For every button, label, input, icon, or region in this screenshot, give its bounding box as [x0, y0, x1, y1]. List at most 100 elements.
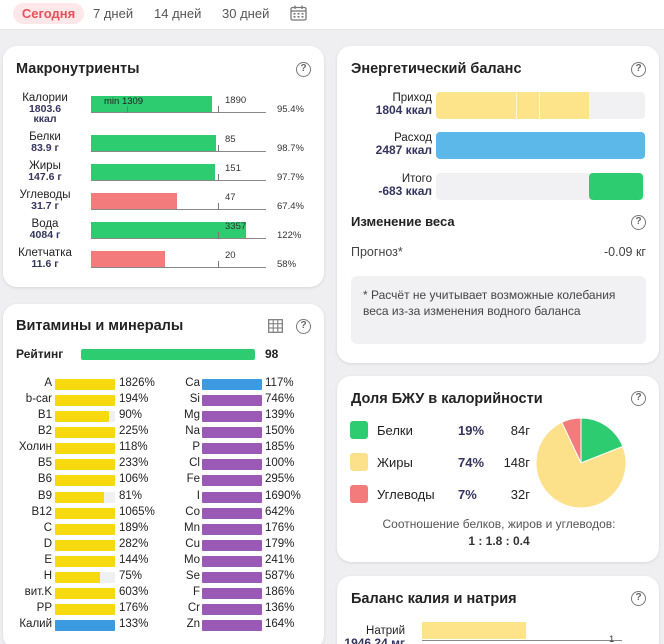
macro-percent: 95.4% [277, 104, 304, 115]
vitamin-bar [202, 411, 262, 423]
table-icon[interactable] [268, 319, 283, 333]
vitamin-name: Si [189, 393, 200, 406]
vitamin-name: B5 [37, 457, 52, 470]
rating-bar [81, 349, 255, 360]
energy-title: Энергетический баланс [351, 61, 522, 77]
help-icon[interactable]: ? [631, 591, 646, 606]
vitamin-bar [55, 395, 115, 407]
vitamin-bar [202, 443, 262, 455]
help-icon[interactable]: ? [296, 62, 311, 77]
help-icon[interactable]: ? [296, 319, 311, 334]
vitamin-percent: 90% [119, 409, 143, 422]
vitamin-bar [55, 555, 115, 567]
macro-axis [91, 151, 266, 152]
macro-axis [91, 180, 266, 181]
macro-value: 4084 г [29, 229, 61, 241]
macro-name-block: Вода 4084 г [9, 218, 81, 241]
vitamin-bar [202, 555, 262, 567]
vitamin-percent: 118% [119, 441, 148, 454]
weight-change-title: Изменение веса [351, 214, 455, 229]
legend-percent: 74% [458, 455, 485, 470]
vitamin-percent: 225% [119, 425, 149, 438]
tab-7-days[interactable]: 7 дней [93, 6, 134, 21]
expense-bar [436, 132, 645, 159]
macro-value: 11.6 г [31, 258, 59, 270]
vitamin-percent: 117% [265, 377, 294, 389]
vitamin-percent: 75% [119, 569, 143, 582]
vitamin-percent: 186% [265, 586, 295, 599]
help-icon[interactable]: ? [631, 391, 646, 406]
vitamin-name: Fe [186, 473, 200, 486]
tab-30-days[interactable]: 30 дней [222, 6, 270, 21]
calendar-icon[interactable] [290, 5, 307, 21]
help-icon[interactable]: ? [631, 215, 646, 230]
vitamins-card: Витамины и минералы ? Рейтинг 98 A 1826% b… [3, 304, 324, 644]
macro-bar [91, 251, 165, 268]
macro-value: 147.6 г [28, 171, 62, 183]
macro-name-block: Клетчатка 11.6 г [9, 247, 81, 270]
pie-slice [561, 417, 582, 464]
potassium-sodium-card: Баланс калия и натрия ? [337, 576, 659, 644]
vitamin-name: Mn [184, 521, 200, 534]
vitamin-name: Co [185, 505, 200, 518]
vitamin-percent: 164% [265, 618, 295, 631]
vitamin-percent: 1826% [119, 377, 155, 389]
vitamin-bar [55, 620, 115, 632]
total-bar [588, 173, 643, 200]
macro-name-block: Калории 1803.6 ккал [9, 92, 81, 124]
legend-swatch [350, 453, 368, 471]
macro-target: 85 [225, 134, 236, 145]
vitamin-name: B1 [37, 409, 52, 422]
legend-grams: 32г [510, 487, 530, 502]
macro-bar [91, 96, 213, 113]
vitamin-percent: 1065% [119, 505, 155, 518]
vitamin-bar [55, 427, 115, 439]
vitamin-name: F [192, 586, 200, 599]
vitamin-bar [202, 620, 262, 632]
macro-min-label: min 1309 [104, 96, 144, 107]
tab-14-days[interactable]: 14 дней [154, 6, 202, 21]
vitamin-bar [55, 507, 115, 519]
expense-label: Расход 2487 ккал [375, 132, 432, 157]
help-icon[interactable]: ? [631, 62, 646, 77]
macro-min-tick [127, 106, 128, 113]
vitamin-name: D [43, 537, 52, 550]
vitamin-bar [55, 443, 115, 455]
forecast-label: Прогноз* [351, 245, 403, 259]
macro-axis [91, 112, 266, 113]
vitamin-percent: 81% [119, 489, 143, 502]
vitamin-name: Mg [184, 409, 200, 422]
tab-today[interactable]: Сегодня [13, 3, 84, 24]
macro-percent: 67.4% [277, 201, 304, 212]
vitamin-name: E [44, 553, 52, 566]
vitamin-bar [55, 539, 115, 551]
vitamin-name: PP [36, 602, 52, 615]
macro-bar [91, 164, 216, 181]
legend-percent: 7% [458, 487, 477, 502]
macro-target-tick [218, 145, 219, 152]
vitamin-name: B2 [37, 425, 52, 438]
vitamin-bar [202, 491, 262, 503]
vitamin-name: Mo [184, 553, 200, 566]
macro-name-block: Белки 83.9 г [9, 131, 81, 153]
vitamin-bar [202, 604, 262, 616]
vitamin-percent: 189% [119, 521, 149, 534]
weight-note: * Расчёт не учитывает возможные колебани… [351, 276, 646, 344]
macro-percent: 98.7% [277, 143, 304, 154]
macro-row: Углеводы 31.7 г 47 67.4% [3, 189, 324, 216]
vitamin-bar [202, 571, 262, 583]
total-label: Итого -683 ккал [378, 173, 432, 198]
macro-name: Углеводы [19, 189, 71, 201]
vitamin-bar [202, 475, 262, 487]
rating-value: 98 [265, 347, 279, 361]
legend-name: Белки [377, 423, 413, 438]
vitamin-bar [55, 491, 104, 503]
macro-row: Жиры 147.6 г 151 97.7% [3, 160, 324, 187]
vitamin-percent: 139% [265, 409, 295, 422]
vitamin-percent: 295% [265, 473, 295, 486]
vitamin-name: Cu [185, 537, 200, 550]
vitamin-bar [202, 459, 262, 471]
vitamin-percent: 1690% [265, 489, 301, 502]
macro-bar [91, 193, 177, 210]
vitamin-percent: 194% [119, 393, 149, 406]
